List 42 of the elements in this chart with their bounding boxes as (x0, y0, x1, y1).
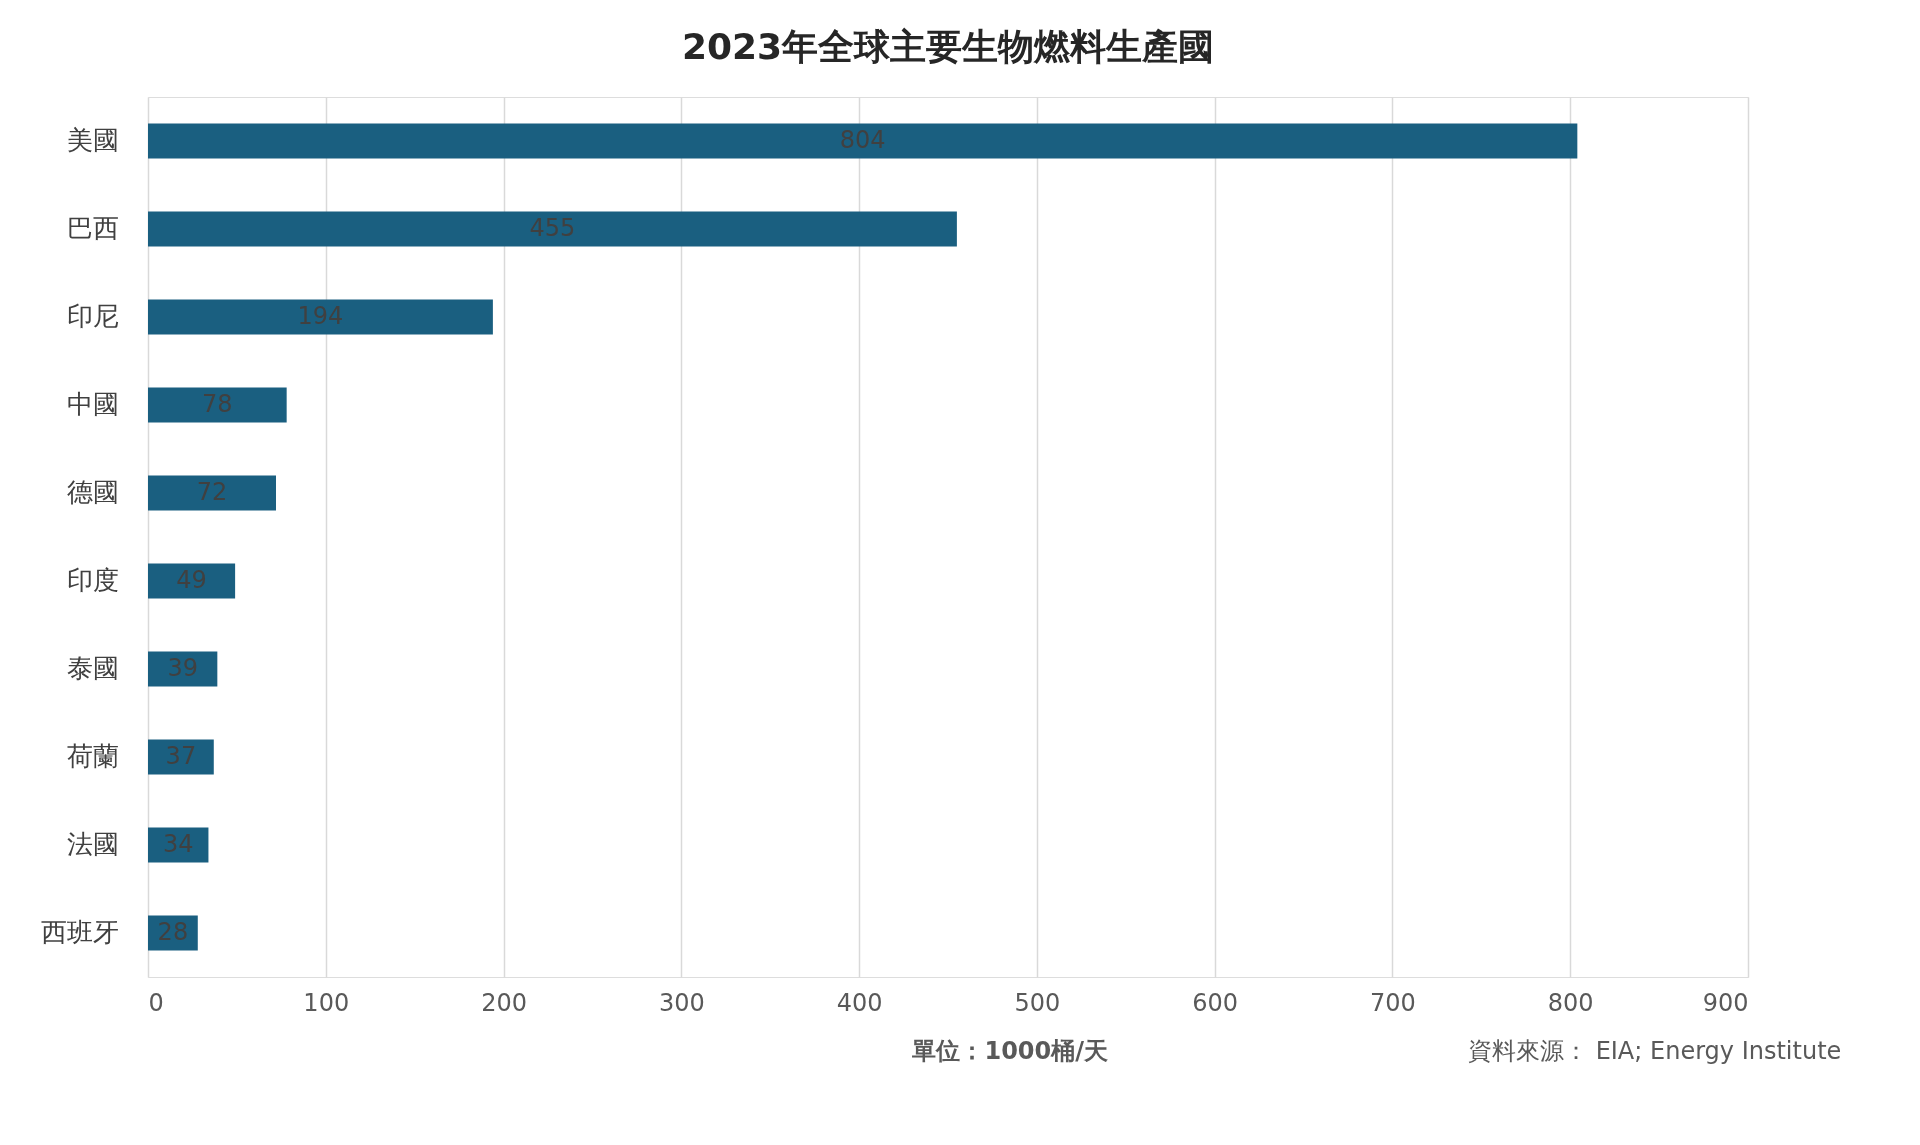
data-label: 455 (529, 214, 576, 242)
x-tick-label: 600 (1192, 988, 1239, 1017)
y-tick-label: 荷蘭 (66, 741, 119, 771)
data-label: 34 (162, 830, 194, 858)
bar (148, 123, 1578, 159)
y-tick-label: 印尼 (66, 301, 119, 331)
data-label: 37 (165, 742, 197, 770)
x-tick-label: 800 (1547, 988, 1594, 1017)
source-note: 資料來源： EIA; Energy Institute (1468, 1037, 1842, 1065)
y-tick-label: 泰國 (66, 653, 119, 683)
bar (148, 387, 287, 423)
x-tick-label: 400 (836, 988, 883, 1017)
text: 單位：1000桶/天 (911, 1037, 1108, 1065)
x-tick-label: 0 (148, 988, 164, 1017)
bar (148, 299, 493, 335)
x-tick-label: 200 (481, 988, 527, 1017)
data-label: 804 (839, 126, 886, 154)
data-label: 72 (196, 478, 228, 506)
x-tick-label: 300 (658, 988, 705, 1017)
bar (148, 211, 957, 247)
chart-title: 2023年全球主要生物燃料生產國 (681, 26, 1215, 67)
bar (148, 475, 276, 511)
bar (148, 563, 236, 599)
y-tick-label: 法國 (66, 829, 119, 859)
x-tick-label: 100 (303, 988, 350, 1017)
x-tick-label: 500 (1014, 988, 1061, 1017)
y-tick-label: 中國 (66, 389, 119, 419)
data-label: 39 (167, 654, 198, 682)
y-tick-label: 巴西 (66, 213, 119, 243)
bar (148, 827, 209, 863)
y-tick-label: 德國 (66, 477, 119, 507)
data-label: 194 (297, 302, 344, 330)
bar (148, 739, 214, 775)
x-tick-label: 700 (1370, 988, 1416, 1017)
y-tick-label: 印度 (66, 565, 119, 595)
bar (148, 651, 218, 687)
y-tick-label: 美國 (66, 125, 119, 155)
y-tick-label: 西班牙 (40, 917, 119, 947)
x-tick-label: 900 (1702, 988, 1749, 1017)
data-label: 28 (157, 918, 189, 946)
data-label: 49 (176, 566, 207, 594)
data-label: 78 (202, 390, 233, 418)
